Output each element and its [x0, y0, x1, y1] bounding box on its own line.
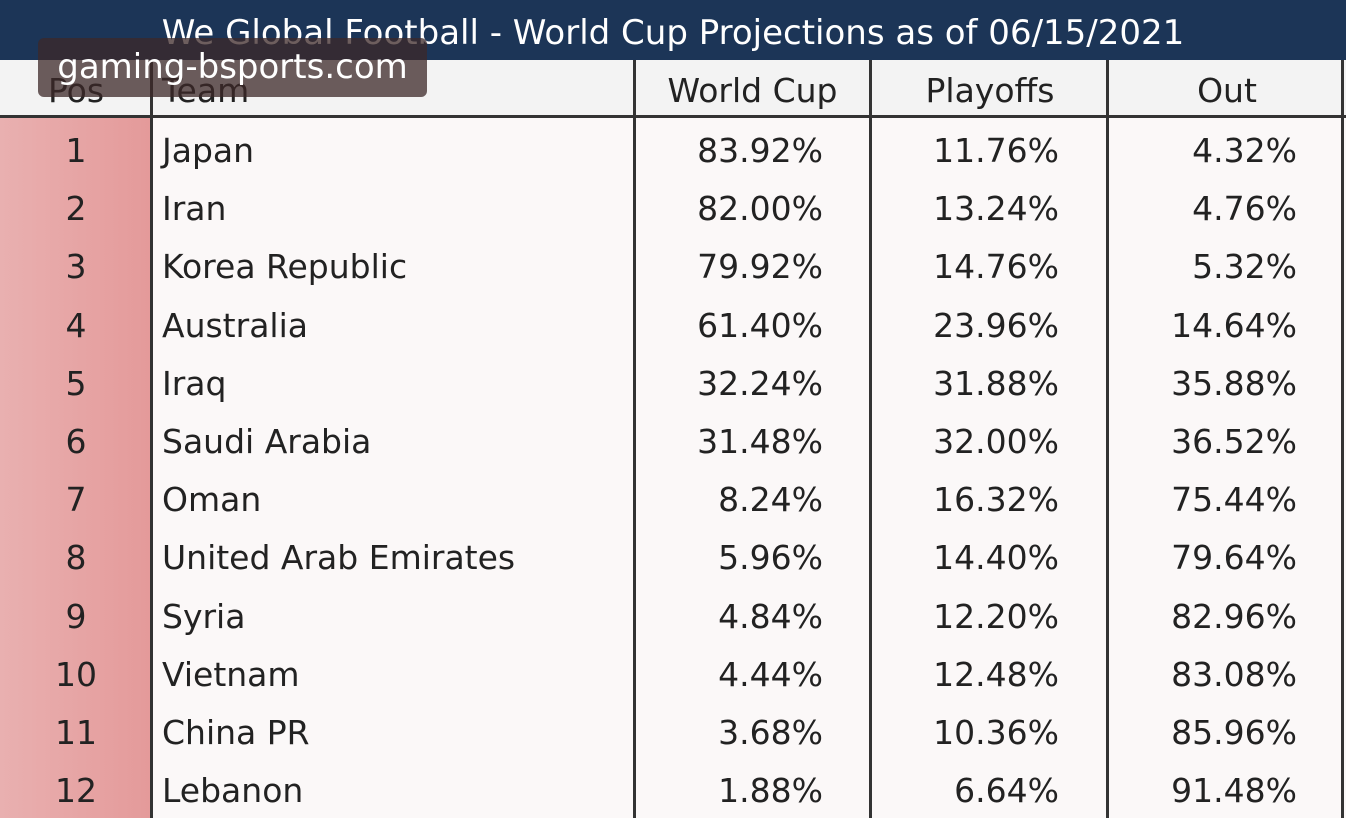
pct-cell: 10.36% [933, 713, 1059, 752]
pct-cell: 75.44% [1171, 480, 1297, 520]
column-divider [1106, 60, 1109, 818]
pct-cell: 12.20% [933, 596, 1059, 636]
pct-cell: 82.96% [1171, 596, 1297, 636]
pct-cell: 83.08% [1171, 654, 1297, 694]
pos-cell: 9 [65, 596, 87, 636]
pos-cell: 6 [65, 422, 87, 461]
pct-cell: 14.76% [933, 247, 1059, 287]
watermark: gaming-bsports.com [38, 38, 427, 97]
pct-cell: 32.24% [697, 363, 823, 403]
pct-cell: 4.76% [1192, 189, 1297, 229]
team-cell: Saudi Arabia [162, 422, 372, 461]
team-cell: China PR [162, 713, 310, 752]
pct-cell: 23.96% [933, 305, 1059, 345]
team-cell: Vietnam [162, 654, 300, 694]
pct-cell: 14.64% [1171, 305, 1297, 345]
pct-cell: 85.96% [1171, 713, 1297, 752]
pos-cell: 1 [65, 131, 87, 170]
pos-cell: 12 [55, 771, 97, 811]
pct-cell: 1.88% [718, 771, 823, 811]
pct-cell: 31.48% [697, 422, 823, 461]
pos-column-bg [0, 118, 150, 818]
pct-cell: 4.84% [718, 596, 823, 636]
pct-cell: 82.00% [697, 189, 823, 229]
pos-cell: 2 [65, 189, 87, 229]
pct-cell: 91.48% [1171, 771, 1297, 811]
column-divider [633, 60, 636, 818]
pct-cell: 14.40% [933, 538, 1059, 578]
column-header: World Cup [667, 71, 838, 110]
pct-cell: 61.40% [697, 305, 823, 345]
pct-cell: 35.88% [1171, 363, 1297, 403]
pct-cell: 4.32% [1192, 131, 1297, 170]
team-cell: Japan [162, 131, 255, 170]
pct-cell: 8.24% [718, 480, 823, 520]
pct-cell: 16.32% [933, 480, 1059, 520]
pct-cell: 5.96% [718, 538, 823, 578]
pct-cell: 3.68% [718, 713, 823, 752]
team-cell: Korea Republic [162, 247, 408, 287]
team-cell: Oman [162, 480, 262, 520]
column-header: Playoffs [925, 71, 1055, 110]
pct-cell: 32.00% [933, 422, 1059, 461]
pos-cell: 5 [65, 363, 87, 403]
pos-cell: 10 [55, 654, 97, 694]
team-cell: United Arab Emirates [162, 538, 516, 578]
team-cell: Syria [162, 596, 246, 636]
pct-cell: 4.44% [718, 654, 823, 694]
pct-cell: 79.64% [1171, 538, 1297, 578]
team-cell: Australia [162, 305, 308, 345]
pct-cell: 13.24% [933, 189, 1059, 229]
team-cell: Iran [162, 189, 227, 229]
pos-cell: 3 [65, 247, 87, 287]
pos-cell: 11 [55, 713, 97, 752]
pos-cell: 7 [65, 480, 87, 520]
column-divider [1341, 60, 1344, 818]
pct-cell: 6.64% [954, 771, 1059, 811]
pct-cell: 83.92% [697, 131, 823, 170]
pct-cell: 79.92% [697, 247, 823, 287]
column-header: Out [1197, 71, 1257, 110]
team-cell: Lebanon [162, 771, 304, 811]
pct-cell: 11.76% [933, 131, 1059, 170]
pct-cell: 36.52% [1171, 422, 1297, 461]
column-divider [150, 60, 153, 818]
pct-cell: 12.48% [933, 654, 1059, 694]
pct-cell: 5.32% [1192, 247, 1297, 287]
pct-cell: 31.88% [933, 363, 1059, 403]
column-divider [869, 60, 872, 818]
team-cell: Iraq [162, 363, 227, 403]
pos-cell: 8 [65, 538, 87, 578]
pos-cell: 4 [65, 305, 87, 345]
